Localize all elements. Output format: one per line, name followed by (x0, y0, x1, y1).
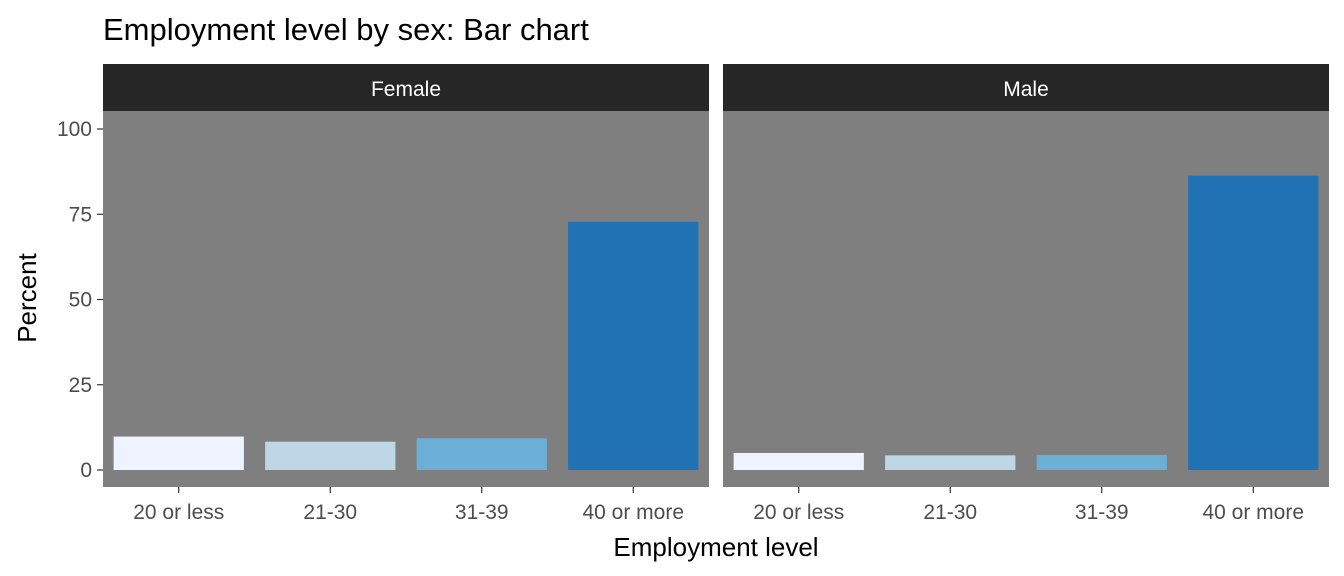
y-tick-label: 100 (57, 118, 92, 141)
chart-title: Employment level by sex: Bar chart (103, 12, 589, 47)
bar-male-1 (733, 452, 864, 470)
bar-male-4 (1188, 175, 1319, 471)
x-tick-label: 31-39 (455, 501, 509, 524)
facet-strip (723, 64, 1329, 111)
x-tick-label: 21-30 (303, 501, 357, 524)
bar-female-2 (265, 441, 396, 470)
y-axis: 0 25 50 75 100 (57, 118, 103, 482)
y-axis-title: Percent (12, 252, 42, 342)
y-tick-label: 25 (69, 374, 92, 397)
y-tick-label: 50 (69, 289, 92, 312)
facet-panel-female: Female 20 or less 21-30 31-39 40 or more (103, 64, 709, 524)
x-tick-label: 20 or less (133, 501, 224, 524)
x-tick-label: 31-39 (1075, 501, 1129, 524)
bar-female-1 (113, 436, 244, 470)
facet-panel-male: Male 20 or less 21-30 31-39 40 or more (723, 64, 1329, 524)
x-tick-label: 40 or more (1202, 501, 1304, 524)
x-axis-title: Employment level (613, 532, 818, 562)
x-tick-label: 21-30 (923, 501, 977, 524)
facet-strip (103, 64, 709, 111)
x-tick-label: 40 or more (582, 501, 684, 524)
facet-strip-label: Male (1003, 78, 1049, 101)
facet-strip-label: Female (371, 78, 441, 101)
y-tick-label: 75 (69, 203, 92, 226)
bar-male-2 (885, 455, 1016, 470)
bar-male-3 (1036, 454, 1167, 470)
y-tick-label: 0 (80, 459, 92, 482)
x-tick-label: 20 or less (753, 501, 844, 524)
bar-female-3 (416, 438, 547, 470)
bar-female-4 (568, 221, 699, 470)
